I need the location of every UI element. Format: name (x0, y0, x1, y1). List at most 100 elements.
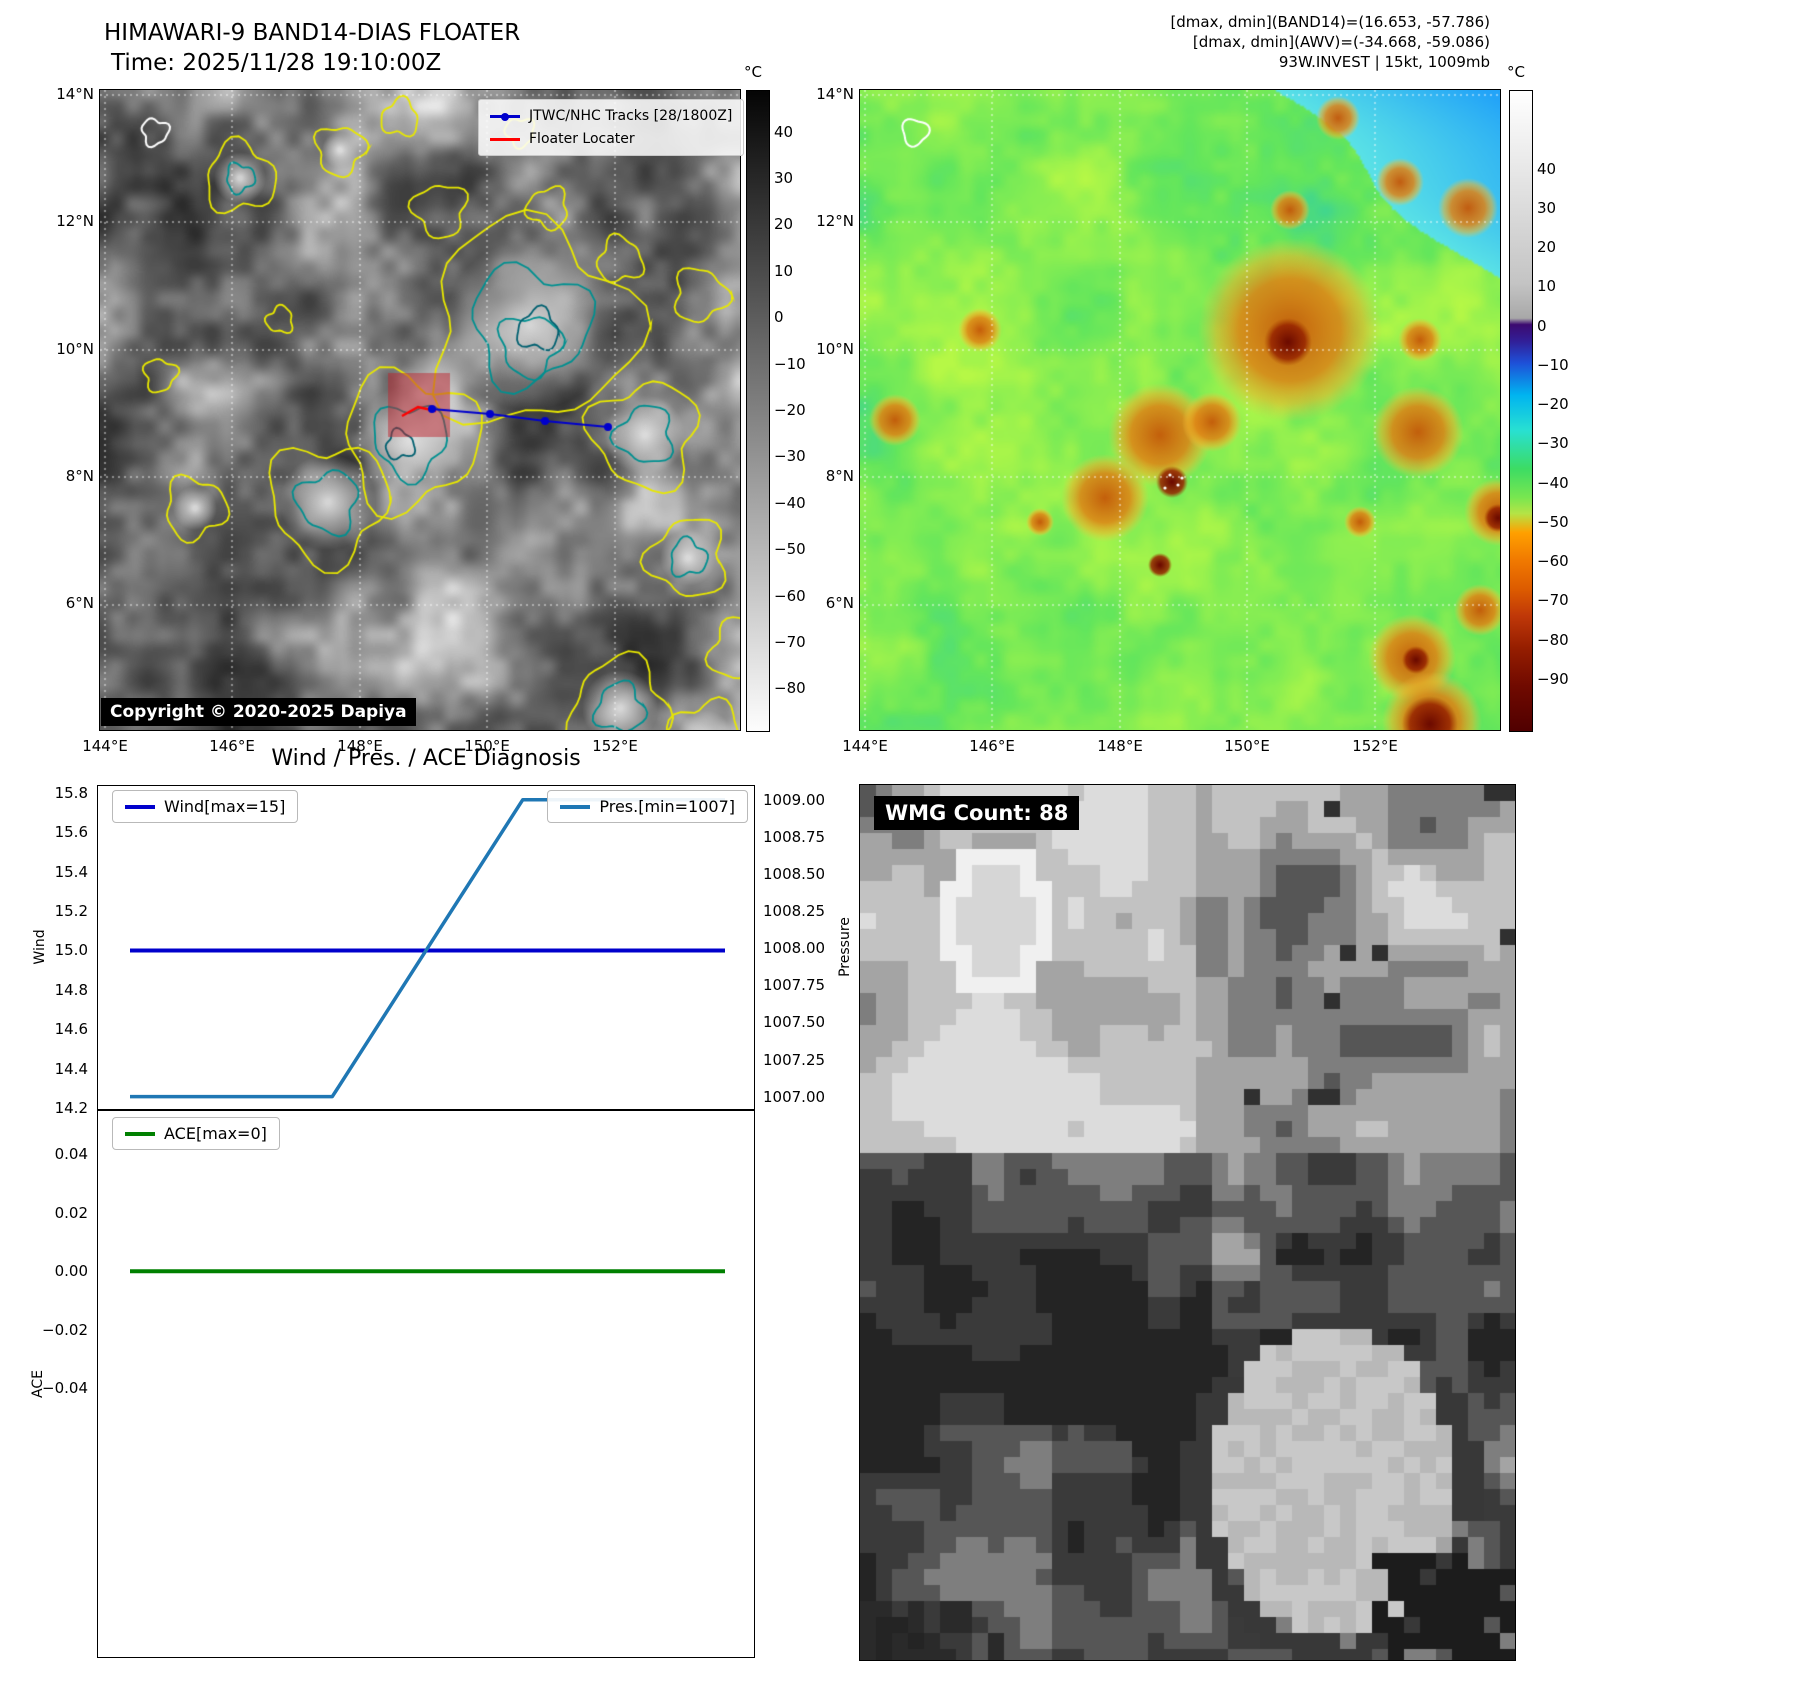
ace-y-tick-label: −0.04 (42, 1379, 88, 1398)
band14-y-tick-label: 14°N (56, 85, 94, 103)
ace-line-icon (125, 1131, 155, 1136)
awv-y-tick-label: 12°N (816, 212, 854, 230)
awv-colorbar-tick-label: 30 (1537, 198, 1557, 217)
wind-y-tick-label: 15.8 (54, 783, 88, 802)
jtwc-track-legend-label: JTWC/NHC Tracks [28/1800Z] (529, 108, 733, 124)
awv-colorbar-tick-label: −60 (1537, 552, 1569, 571)
pressure-y-tick-label: 1008.75 (763, 827, 826, 846)
band14-x-tick-label: 144°E (82, 737, 128, 755)
wmg-count-badge: WMG Count: 88 (874, 796, 1080, 830)
awv-colorbar-tick-label: −30 (1537, 434, 1569, 453)
ace-y-tick-label: 0.04 (54, 1144, 88, 1163)
band14-colorbar-tick-label: −60 (774, 586, 806, 605)
awv-colorbar-tick-label: −70 (1537, 591, 1569, 610)
awv-x-tick-label: 144°E (842, 737, 888, 755)
band14-y-tick-label: 10°N (56, 340, 94, 358)
wind-y-tick-label: 15.4 (54, 862, 88, 881)
pressure-y-tick-label: 1007.50 (763, 1013, 826, 1032)
band14-colorbar-tick-label: −20 (774, 401, 806, 419)
ace-legend-label: ACE[max=0] (164, 1124, 267, 1143)
ace-y-tick-label: −0.02 (42, 1320, 88, 1339)
band14-y-tick-label: 6°N (65, 594, 94, 612)
awv-colorbar (1509, 90, 1533, 732)
ace-legend: ACE[max=0] (112, 1117, 280, 1150)
dmax-dmin-awv-line: [dmax, dmin](AWV)=(-34.668, -59.086) (1192, 33, 1490, 51)
band14-time-label: Time: 2025/11/28 19:10:00Z (111, 50, 442, 76)
diagnosis-chart (97, 785, 755, 1658)
dmax-dmin-band14-line: [dmax, dmin](BAND14)=(16.653, -57.786) (1170, 13, 1490, 31)
wind-y-tick-label: 14.8 (54, 980, 88, 999)
awv-colorbar-tick-label: 10 (1537, 277, 1557, 296)
pressure-line (130, 798, 725, 1099)
band14-x-tick-label: 146°E (209, 737, 255, 755)
pressure-legend-label: Pres.[min=1007] (599, 797, 735, 816)
floater-locater-line-icon (490, 137, 520, 141)
band14-colorbar-tick-label: −30 (774, 447, 806, 466)
band14-colorbar-tick-label: −10 (774, 354, 806, 373)
awv-x-tick-label: 152°E (1352, 737, 1398, 755)
pressure-y-tick-label: 1008.25 (763, 902, 826, 921)
awv-x-tick-label: 150°E (1224, 737, 1270, 755)
awv-colorbar-tick-label: 40 (1537, 159, 1557, 178)
band14-x-tick-label: 152°E (592, 737, 638, 755)
pressure-axis-label: Pressure (837, 917, 853, 977)
awv-colorbar-unit: °C (1507, 63, 1525, 81)
band14-colorbar-tick-label: −40 (774, 493, 806, 512)
band14-y-tick-label: 12°N (56, 212, 94, 230)
band14-y-tick-label: 8°N (65, 467, 94, 485)
band14-colorbar-tick-label: 20 (774, 215, 794, 234)
awv-y-tick-label: 14°N (816, 85, 854, 103)
jtwc-track-dot-icon (501, 112, 509, 121)
awv-colorbar-tick-label: −20 (1537, 395, 1569, 414)
wind-y-tick-label: 15.6 (54, 823, 88, 842)
floater-locater-legend-label: Floater Locater (529, 131, 635, 147)
band14-colorbar-tick-label: −80 (774, 679, 806, 698)
awv-y-tick-label: 8°N (825, 467, 854, 485)
awv-colorbar-tick-label: 0 (1537, 316, 1547, 335)
band14-x-tick-label: 150°E (464, 737, 510, 755)
band14-colorbar (746, 90, 770, 732)
band14-map-legend: JTWC/NHC Tracks [28/1800Z] Floater Locat… (478, 99, 745, 156)
band14-colorbar-tick-label: 40 (774, 122, 794, 141)
awv-y-tick-label: 10°N (816, 340, 854, 358)
pressure-y-tick-label: 1008.00 (763, 939, 826, 958)
wind-legend-label: Wind[max=15] (164, 797, 286, 816)
wind-y-tick-label: 14.4 (54, 1059, 88, 1078)
pressure-y-tick-label: 1007.25 (763, 1050, 826, 1069)
wind-y-tick-label: 15.0 (54, 941, 88, 960)
awv-colorbar-tick-label: −50 (1537, 512, 1569, 531)
awv-colorbar-tick-label: 20 (1537, 238, 1557, 257)
band14-title: HIMAWARI-9 BAND14-DIAS FLOATER (104, 20, 521, 46)
pressure-y-tick-label: 1008.50 (763, 865, 826, 884)
band14-x-tick-label: 148°E (337, 737, 383, 755)
awv-x-tick-label: 148°E (1097, 737, 1143, 755)
awv-satellite-image (859, 89, 1501, 731)
band14-colorbar-tick-label: −50 (774, 540, 806, 559)
invest-status-line: 93W.INVEST | 15kt, 1009mb (1278, 53, 1490, 71)
ace-y-tick-label: 0.02 (54, 1203, 88, 1222)
pressure-y-tick-label: 1007.00 (763, 1087, 826, 1106)
wind-legend: Wind[max=15] (112, 790, 299, 823)
ace-chart-frame (97, 1110, 755, 1658)
wind-y-tick-label: 15.2 (54, 902, 88, 921)
awv-y-tick-label: 6°N (825, 594, 854, 612)
band14-colorbar-tick-label: 0 (774, 308, 784, 327)
awv-colorbar-tick-label: −40 (1537, 473, 1569, 492)
wind-y-tick-label: 14.6 (54, 1020, 88, 1039)
pressure-y-tick-label: 1009.00 (763, 790, 826, 809)
wmg-count-image (859, 784, 1516, 1661)
floater-locater-legend-row: Floater Locater (490, 131, 732, 147)
awv-colorbar-tick-label: −90 (1537, 669, 1569, 688)
band14-colorbar-tick-label: 10 (774, 261, 794, 280)
awv-info-text: [dmax, dmin](BAND14)=(16.653, -57.786) [… (1170, 12, 1490, 72)
band14-colorbar-unit: °C (744, 63, 762, 81)
pressure-legend: Pres.[min=1007] (547, 790, 748, 823)
awv-x-tick-label: 146°E (969, 737, 1015, 755)
pressure-y-tick-label: 1007.75 (763, 976, 826, 995)
band14-colorbar-tick-label: −70 (774, 632, 806, 651)
pressure-line-icon (560, 804, 591, 809)
awv-colorbar-tick-label: −10 (1537, 355, 1569, 374)
wind-pres-chart-frame (97, 785, 755, 1110)
jtwc-track-legend-row: JTWC/NHC Tracks [28/1800Z] (490, 108, 732, 124)
